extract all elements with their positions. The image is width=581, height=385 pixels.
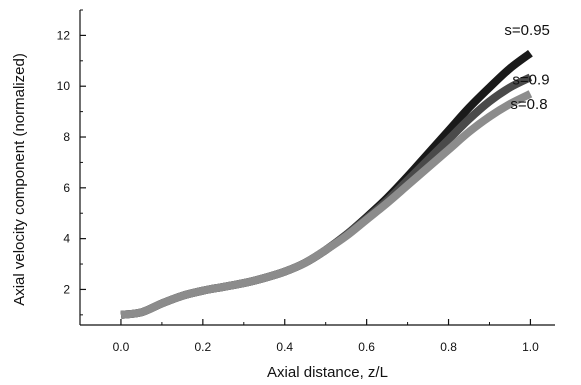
series-line-s-0-95 bbox=[120, 49, 533, 319]
y-axis-label: Axial velocity component (normalized) bbox=[11, 53, 28, 306]
series-line-s-0-8 bbox=[120, 90, 533, 319]
y-tick-label: 8 bbox=[63, 130, 70, 144]
series-label-s-0-95: s=0.95 bbox=[504, 22, 549, 39]
x-tick-label: 0.6 bbox=[358, 340, 375, 354]
series-labels: s=0.8 s=0.9 s=0.95 bbox=[504, 22, 549, 113]
series-label-s-0-9: s=0.9 bbox=[512, 71, 549, 88]
chart-ticks: 2 4 6 8 10 12 0.0 0.2 0.4 0.6 0.8 1.0 bbox=[57, 9, 539, 354]
x-tick-label: 0.2 bbox=[195, 340, 212, 354]
x-tick-label: 0.8 bbox=[440, 340, 457, 354]
y-tick-label: 6 bbox=[63, 181, 70, 195]
x-tick-label: 0.4 bbox=[276, 340, 293, 354]
series-layer bbox=[120, 49, 533, 319]
chart-axes bbox=[79, 10, 555, 326]
x-tick-label: 0.0 bbox=[113, 340, 130, 354]
y-tick-label: 10 bbox=[57, 79, 71, 93]
x-axis-label: Axial distance, z/L bbox=[267, 364, 388, 381]
y-tick-label: 12 bbox=[57, 28, 71, 42]
y-tick-label: 4 bbox=[63, 232, 70, 246]
y-tick-label: 2 bbox=[63, 282, 70, 296]
x-tick-label: 1.0 bbox=[522, 340, 539, 354]
series-label-s-0-8: s=0.8 bbox=[510, 96, 547, 113]
